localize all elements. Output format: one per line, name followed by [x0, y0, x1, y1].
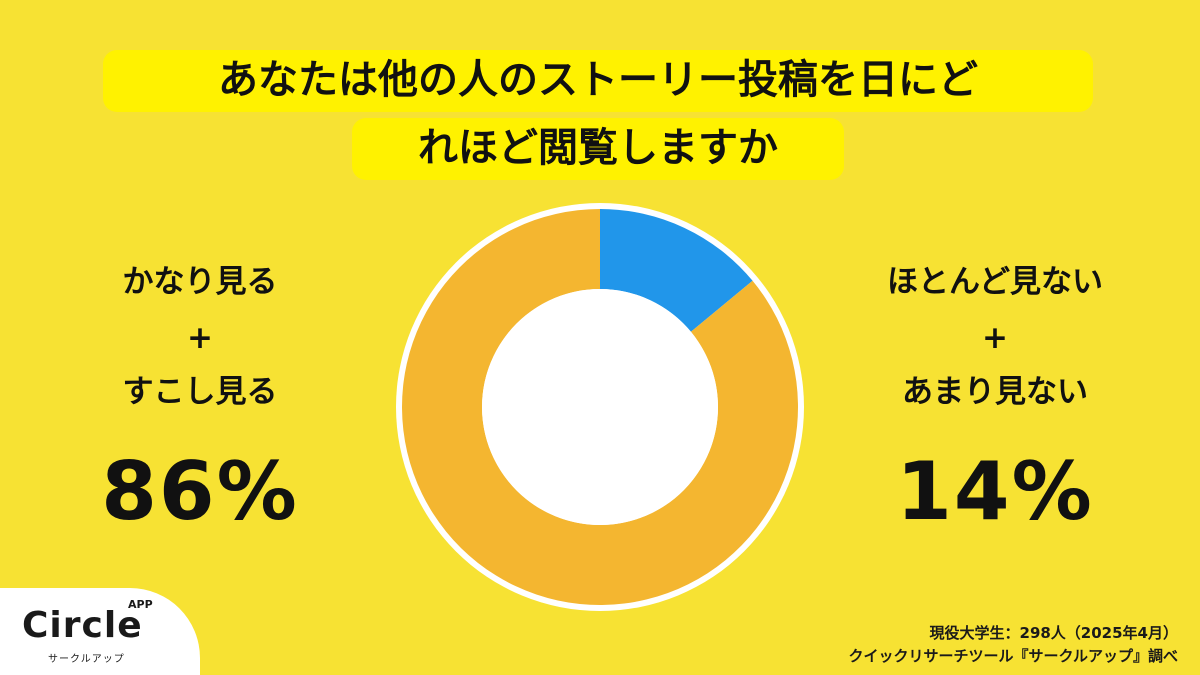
donut-slice-0 [600, 209, 753, 332]
donut-slices [401, 209, 798, 605]
left-label-line-1: かなり見る [122, 264, 278, 300]
title-line-2: れほど閲覧しますか [352, 118, 844, 180]
logo-app-tag: APP [128, 598, 153, 611]
left-percent: 86% [101, 445, 299, 538]
left-plus-sign: + [187, 320, 213, 356]
donut-slice-1 [401, 209, 798, 605]
left-label-line-2: すこし見る [122, 374, 278, 410]
donut-chart [396, 203, 804, 611]
source-note-line-1: 現役大学生：298人（2025年4月） [929, 624, 1179, 642]
right-plus-sign: + [982, 320, 1008, 356]
right-label-line-1: ほとんど見ない [886, 264, 1104, 300]
logo-background [0, 588, 200, 675]
logo-subtitle: サークルアップ [48, 654, 125, 665]
right-percent: 14% [896, 445, 1094, 538]
title-line-1: あなたは他の人のストーリー投稿を日にど [103, 50, 1093, 112]
right-label-line-2: あまり見ない [902, 374, 1088, 410]
source-note-line-2: クイックリサーチツール『サークルアップ』調べ [848, 647, 1178, 665]
donut-center-hole [482, 289, 718, 525]
logo-wordmark: Circle [22, 605, 143, 646]
